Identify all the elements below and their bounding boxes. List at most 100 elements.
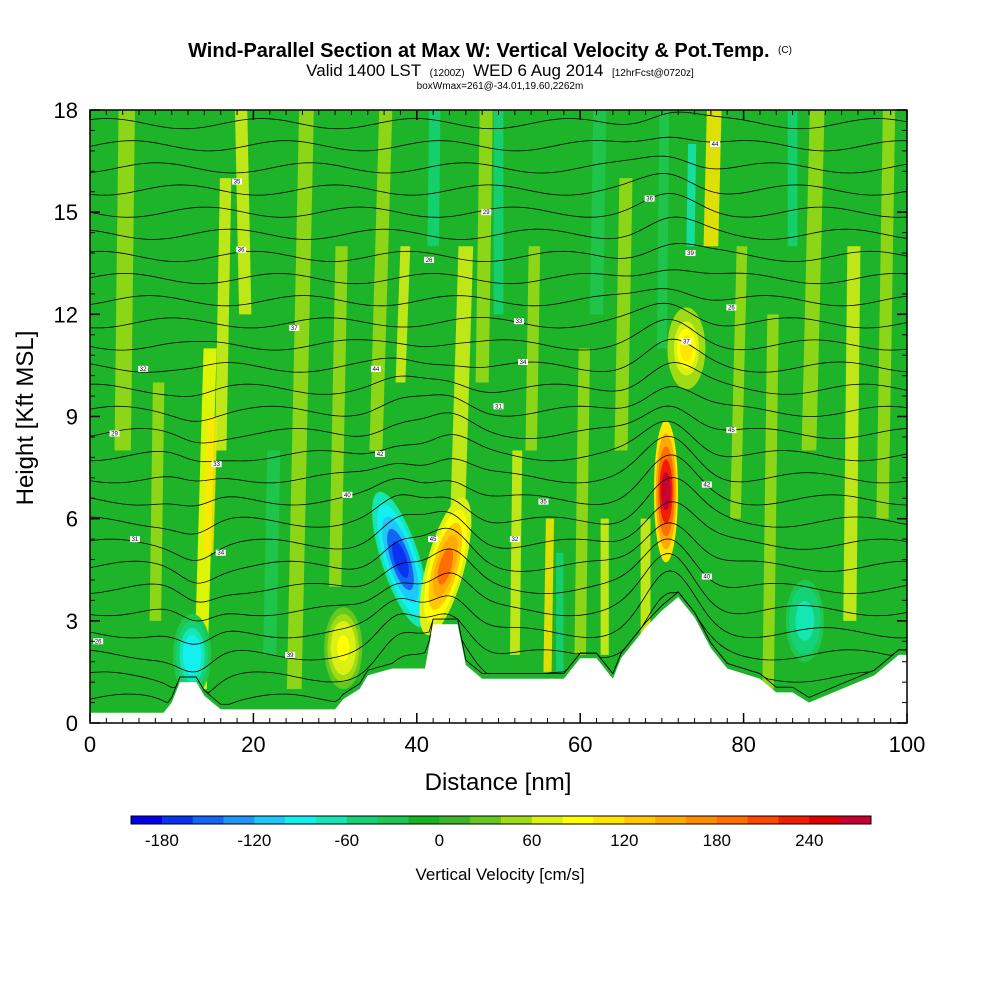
isentrope-line bbox=[90, 111, 907, 130]
isentrope-label: 29 bbox=[109, 430, 120, 438]
colorbar-swatch bbox=[408, 816, 440, 824]
velocity-streak bbox=[556, 552, 564, 672]
isentrope-label: 37 bbox=[289, 324, 300, 332]
isentrope-label: 33 bbox=[513, 318, 524, 325]
isentrope-line bbox=[90, 454, 907, 507]
isentrope-line bbox=[90, 477, 907, 535]
subtitle-valid: Valid 1400 LST bbox=[306, 61, 421, 80]
isentrope-label: 31 bbox=[493, 403, 504, 410]
isentrope-label: 45 bbox=[428, 536, 439, 543]
colorbar-swatch bbox=[161, 816, 194, 824]
isentrope-label: 39 bbox=[685, 250, 696, 257]
y-tick-label: 0 bbox=[66, 711, 78, 736]
isentrope-line bbox=[90, 420, 907, 463]
velocity-streak bbox=[543, 518, 555, 672]
chart-title: Wind-Parallel Section at Max W: Vertical… bbox=[188, 40, 792, 62]
svg-text:39: 39 bbox=[287, 653, 294, 659]
isentrope-label: 34 bbox=[215, 549, 226, 557]
isentrope-line bbox=[90, 173, 907, 196]
colorbar-swatch bbox=[624, 816, 656, 824]
velocity-streak bbox=[369, 110, 393, 451]
colorbar-frame bbox=[130, 815, 872, 825]
colorbar-swatch bbox=[747, 816, 779, 824]
svg-text:35: 35 bbox=[540, 500, 547, 506]
colorbar-label: Vertical Velocity [cm/s] bbox=[415, 865, 584, 884]
isentrope-line bbox=[90, 193, 907, 218]
x-tick-label: 100 bbox=[889, 732, 926, 757]
svg-text:40: 40 bbox=[344, 493, 351, 499]
velocity-streak bbox=[600, 518, 609, 655]
isentrope-line bbox=[90, 591, 907, 694]
svg-text:45: 45 bbox=[728, 428, 735, 434]
colorbar-swatch bbox=[439, 816, 471, 824]
subtitle-forecast: [12hrFcst@0720z] bbox=[612, 68, 694, 79]
velocity-streak bbox=[149, 382, 165, 621]
svg-text:29: 29 bbox=[111, 432, 118, 438]
subtitle-date: WED 6 Aug 2014 bbox=[473, 61, 603, 80]
velocity-streak bbox=[640, 518, 651, 655]
velocity-streak bbox=[787, 110, 798, 247]
velocity-streak bbox=[590, 110, 607, 315]
svg-text:29: 29 bbox=[483, 210, 490, 216]
isentrope-label: 29 bbox=[481, 209, 492, 216]
isentrope-label: 40 bbox=[342, 491, 353, 499]
velocity-streak bbox=[525, 246, 541, 451]
colorbar bbox=[130, 815, 872, 825]
colorbar-tick-label: 180 bbox=[703, 831, 731, 850]
colorbar-swatch bbox=[531, 816, 564, 824]
svg-text:26: 26 bbox=[728, 306, 735, 312]
isentrope-line bbox=[90, 538, 907, 603]
colorbar-tick-label: -120 bbox=[237, 831, 271, 850]
velocity-streak bbox=[215, 178, 232, 451]
terrain bbox=[90, 596, 907, 723]
velocity-streak bbox=[203, 416, 218, 553]
isentrope-line bbox=[90, 338, 907, 373]
isentrope-line bbox=[90, 243, 907, 262]
isentrope-label: 45 bbox=[726, 427, 737, 434]
colorbar-swatch bbox=[254, 816, 286, 824]
velocity-streak bbox=[574, 348, 591, 655]
velocity-streak bbox=[427, 110, 441, 247]
y-tick-label: 15 bbox=[54, 200, 78, 225]
isentrope-label: 37 bbox=[681, 338, 692, 346]
svg-text:33: 33 bbox=[213, 462, 220, 468]
plot-area: 26 29 31 32 33 34 35 36 37 39 40 42 44 45 26 29 31 32 33 34… bbox=[90, 110, 907, 723]
colorbar-swatch bbox=[809, 816, 841, 824]
isentrope-line bbox=[90, 136, 907, 152]
isentrope-line bbox=[90, 553, 907, 622]
isentrope-label: 39 bbox=[285, 651, 296, 659]
velocity-streak bbox=[614, 178, 633, 451]
colorbar-swatch bbox=[346, 816, 379, 824]
y-tick-label: 6 bbox=[66, 507, 78, 532]
velocity-streak bbox=[509, 450, 523, 655]
chart-title-mark: (C) bbox=[778, 45, 792, 56]
colorbar-swatch bbox=[285, 816, 317, 824]
isentrope-label: 26 bbox=[93, 638, 104, 645]
isentrope-label: 33 bbox=[211, 461, 222, 468]
isentrope-line bbox=[90, 570, 907, 645]
velocity-streak bbox=[730, 246, 748, 519]
y-tick-label: 3 bbox=[66, 609, 78, 634]
isentrope-label: 35 bbox=[538, 498, 549, 506]
isentrope-label: 44 bbox=[710, 141, 721, 148]
velocity-streak bbox=[395, 246, 411, 383]
colorbar-ticks: -180 -120 -60 0 60 120 180 240 bbox=[145, 831, 824, 850]
svg-text:42: 42 bbox=[703, 483, 710, 489]
isentrope-line bbox=[90, 435, 907, 484]
isentrope-label: 31 bbox=[129, 536, 140, 543]
isentrope-line bbox=[90, 155, 907, 174]
svg-text:44: 44 bbox=[712, 142, 719, 148]
svg-text:33: 33 bbox=[516, 319, 523, 325]
velocity-streak bbox=[450, 246, 474, 519]
colorbar-tick-label: 120 bbox=[610, 831, 638, 850]
subtitle-utc: (1200Z) bbox=[430, 68, 465, 79]
colorbar-swatch bbox=[377, 816, 409, 824]
isentrope-label: 32 bbox=[509, 536, 520, 543]
isentrope-line bbox=[90, 216, 907, 240]
svg-text:37: 37 bbox=[291, 326, 298, 332]
velocity-streak bbox=[686, 144, 697, 247]
svg-text:34: 34 bbox=[217, 551, 224, 557]
svg-text:36: 36 bbox=[646, 197, 653, 203]
colorbar-tick-label: -180 bbox=[145, 831, 179, 850]
